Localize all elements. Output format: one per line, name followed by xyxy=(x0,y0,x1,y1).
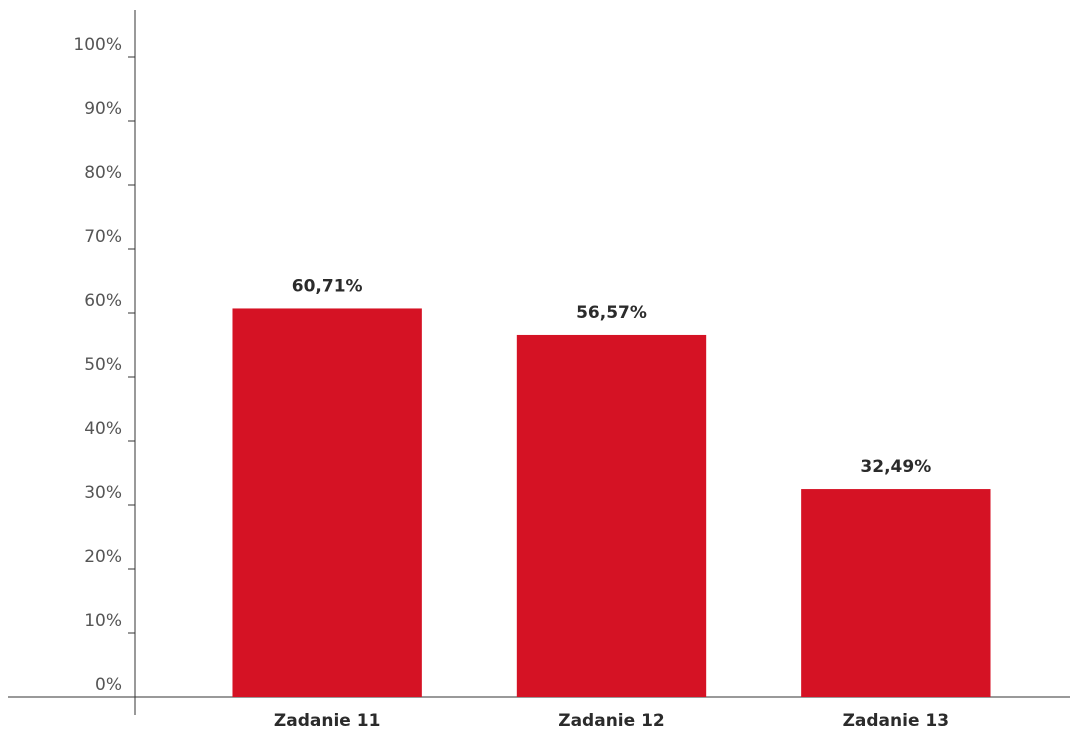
y-tick-label: 70% xyxy=(84,227,122,247)
value-label: 60,71% xyxy=(292,276,363,296)
y-tick-label: 10% xyxy=(84,611,122,631)
value-label: 56,57% xyxy=(576,303,647,323)
value-label: 32,49% xyxy=(860,457,931,477)
y-tick-label: 90% xyxy=(84,99,122,119)
bar xyxy=(516,334,707,697)
x-tick-label: Zadanie 12 xyxy=(558,711,664,731)
y-tick-label: 80% xyxy=(84,163,122,183)
x-tick-label: Zadanie 11 xyxy=(274,711,380,731)
y-tick-label: 30% xyxy=(84,483,122,503)
y-tick-label: 60% xyxy=(84,291,122,311)
x-tick-label: Zadanie 13 xyxy=(843,711,949,731)
y-tick-label: 50% xyxy=(84,355,122,375)
y-tick-label: 0% xyxy=(95,675,122,695)
bar xyxy=(801,489,991,697)
y-tick-label: 100% xyxy=(73,35,122,55)
y-tick-label: 40% xyxy=(84,419,122,439)
y-tick-label: 20% xyxy=(84,547,122,567)
bar xyxy=(232,308,422,697)
